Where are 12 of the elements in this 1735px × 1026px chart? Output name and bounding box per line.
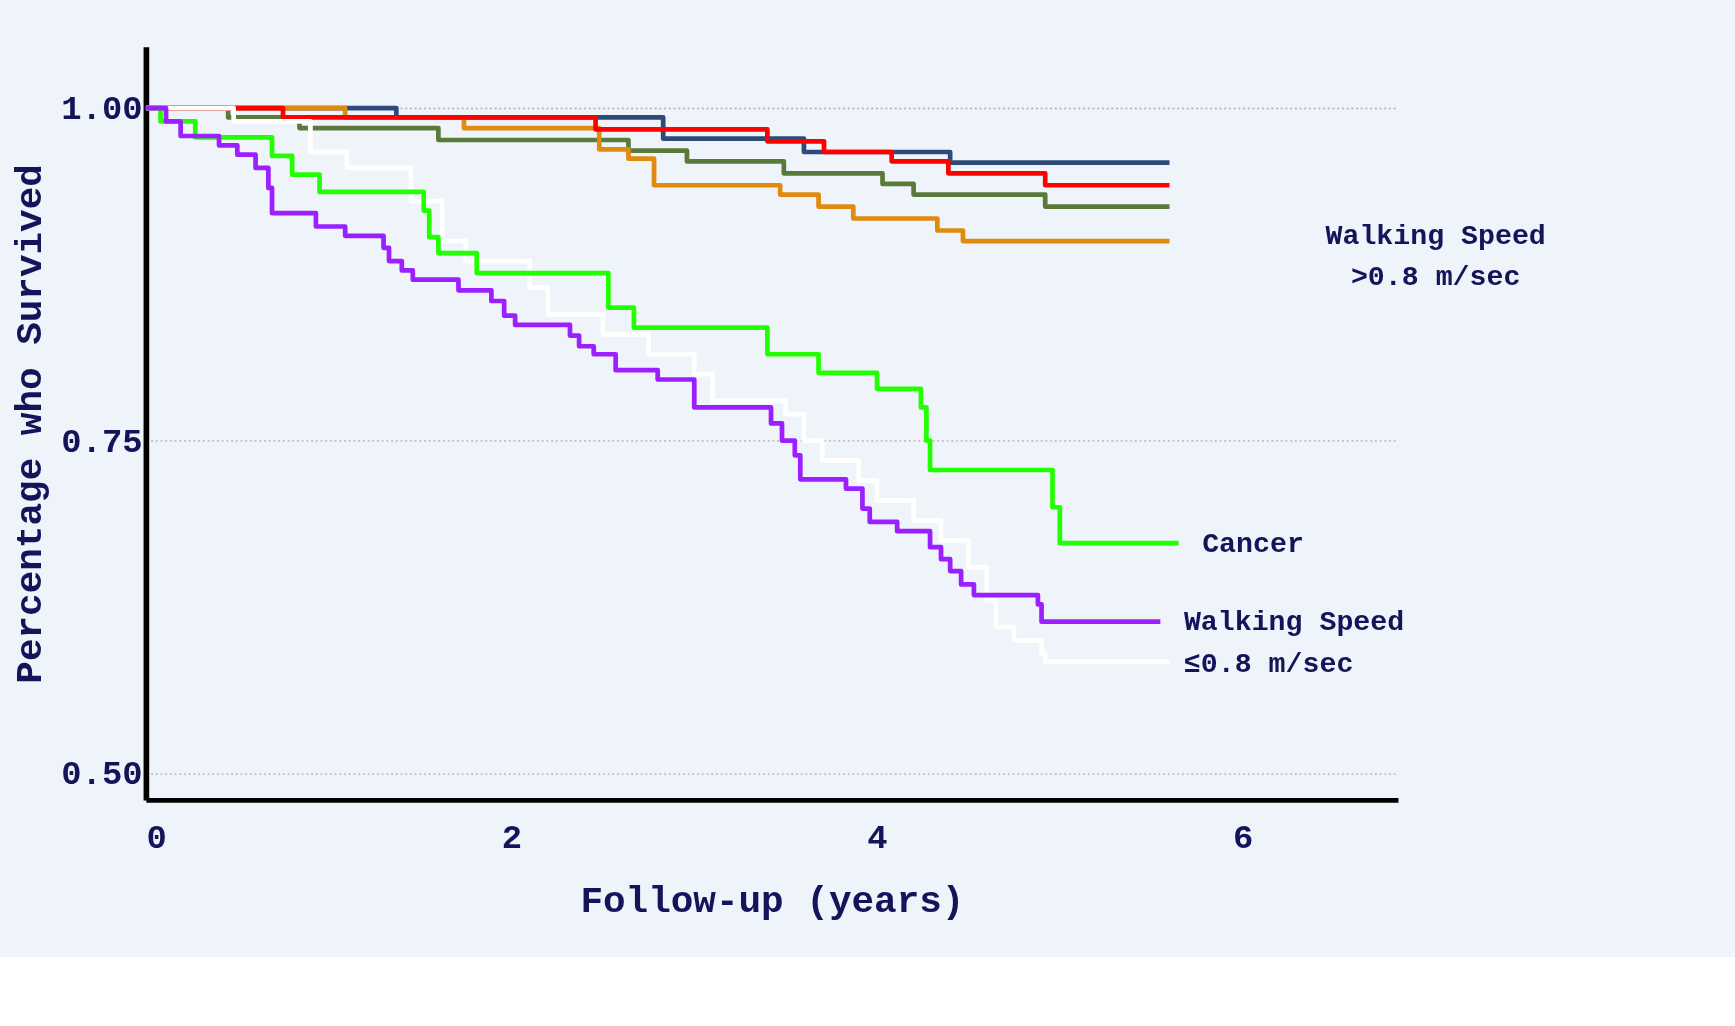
x-tick-label: 0 — [146, 819, 167, 858]
y-axis-title: Percentage who Survived — [9, 164, 52, 684]
x-tick-label: 4 — [867, 819, 888, 858]
y-tick-label: 0.75 — [61, 423, 143, 462]
y-tick-label: 0.50 — [61, 756, 143, 795]
series-label: Cancer — [1202, 527, 1304, 560]
annotation: Walking Speed >0.8 m/sec — [1325, 219, 1546, 294]
y-tick-label: 1.00 — [61, 90, 143, 129]
x-axis-title: Follow-up (years) — [580, 881, 965, 924]
x-tick-label: 6 — [1232, 819, 1254, 858]
series-label: Walking Speed ≤0.8 m/sec — [1183, 606, 1405, 680]
x-tick-label: 2 — [501, 819, 523, 858]
